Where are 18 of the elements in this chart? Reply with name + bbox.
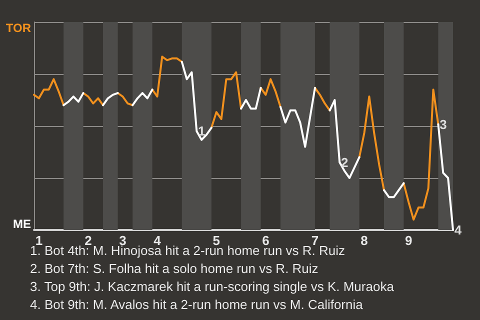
x-tick-label: 7 <box>311 233 319 248</box>
x-tick-label: 6 <box>262 233 270 248</box>
text: 3. Top 9th: J. Kaczmarek hit a run-scoring single vs K. Muraoka <box>30 279 395 294</box>
x-tick-label: 2 <box>84 233 92 248</box>
text: 2. Bot 7th: S. Folha hit a solo home run vs R. Ruiz <box>30 261 318 276</box>
x-tick-label: 5 <box>212 233 220 248</box>
x-tick-label: 1 <box>35 233 43 248</box>
text: 4. Bot 9th: M. Avalos hit a 2-run home run vs M. California <box>30 297 364 312</box>
text: ME <box>13 217 31 231</box>
x-tick-label: 9 <box>405 233 412 248</box>
annotation: 4 <box>454 222 462 238</box>
x-tick-label: 3 <box>119 233 126 248</box>
annotation: 3 <box>440 116 447 132</box>
text: TOR <box>6 21 32 35</box>
x-tick-label: 4 <box>154 233 162 248</box>
annotation: 2 <box>341 154 348 170</box>
x-tick-label: 8 <box>360 233 368 248</box>
annotation: 1 <box>198 124 206 139</box>
